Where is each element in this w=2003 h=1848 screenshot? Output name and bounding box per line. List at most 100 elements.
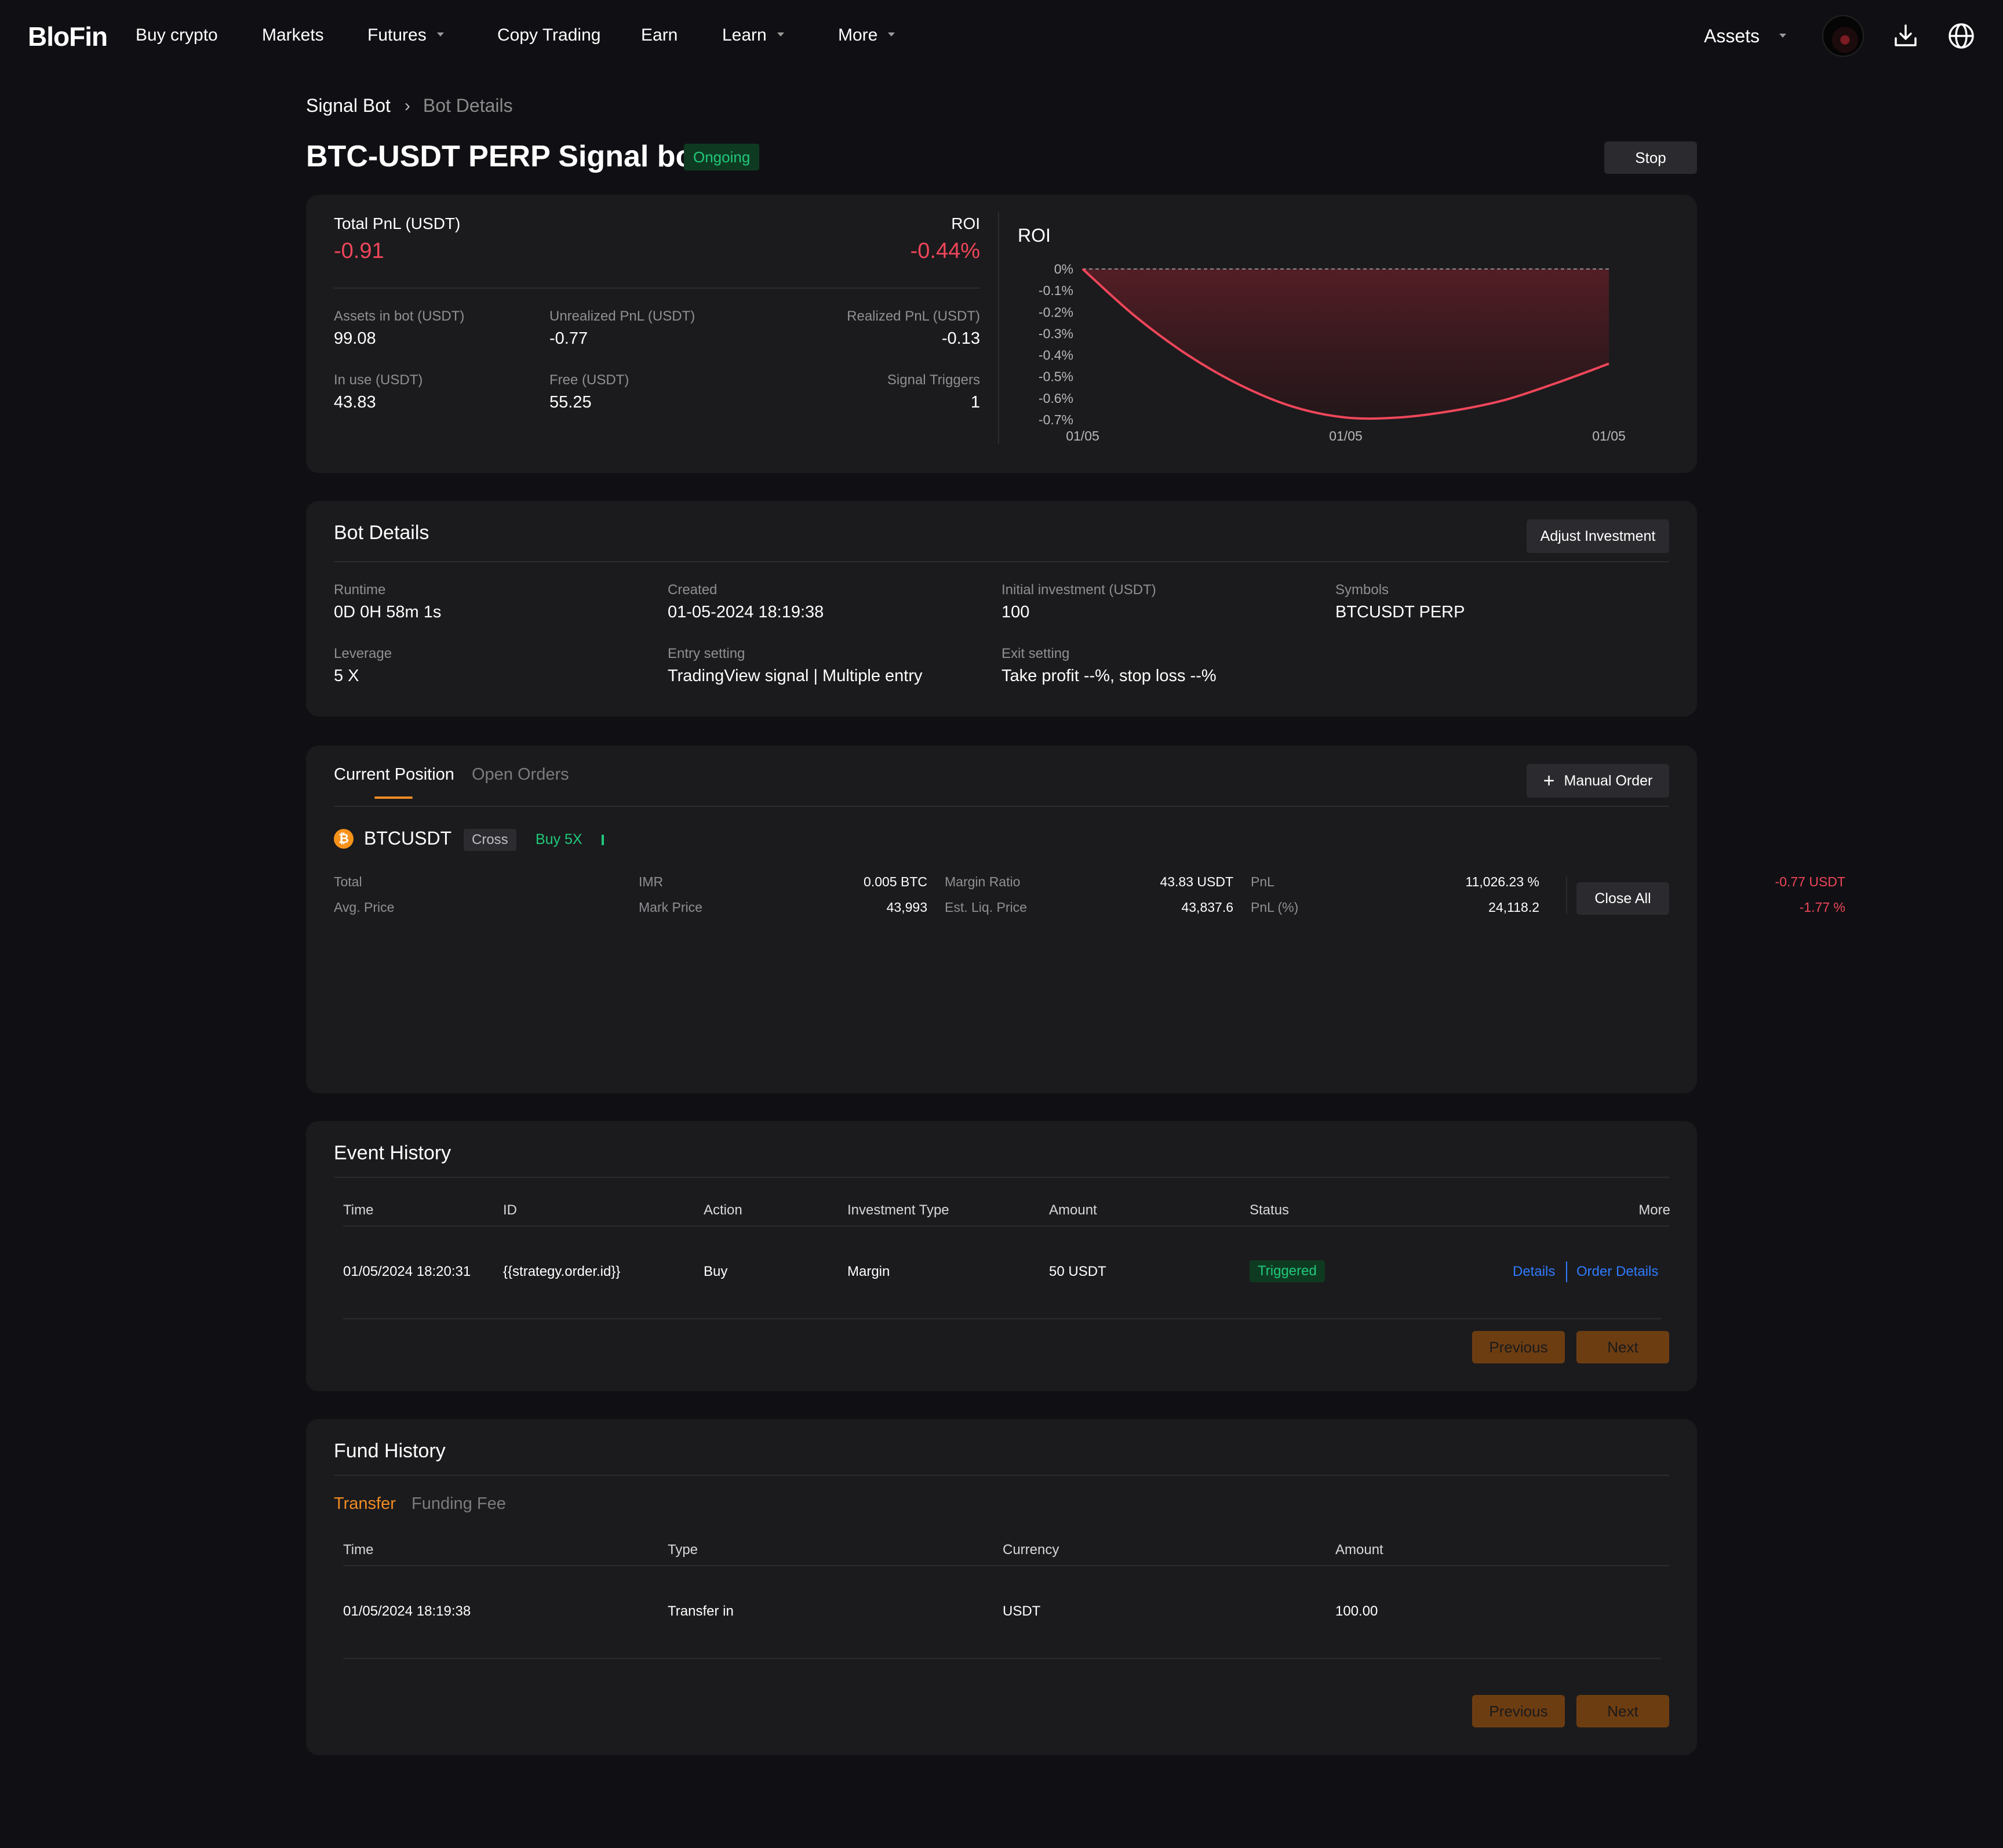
order-details-link[interactable]: Order Details bbox=[1576, 1264, 1659, 1279]
column-header: ID bbox=[503, 1202, 517, 1218]
free-value: 55.25 bbox=[549, 393, 592, 412]
free-label: Free (USDT) bbox=[549, 372, 629, 388]
margin-ratio-value: 11,026.23 % bbox=[1465, 874, 1539, 889]
assets-in-bot-label: Assets in bot (USDT) bbox=[334, 308, 465, 324]
avg-price-value: 43,993 bbox=[886, 900, 927, 915]
y-tick-label: -0.4% bbox=[1039, 348, 1073, 363]
y-tick-label: -0.6% bbox=[1039, 391, 1073, 406]
avg-price-label: Avg. Price bbox=[334, 900, 395, 915]
position-card: Current Position Open Orders + Manual Or… bbox=[306, 745, 1845, 1093]
column-header: Time bbox=[343, 1542, 374, 1558]
plus-icon: + bbox=[1543, 770, 1555, 792]
bot-details-title: Bot Details bbox=[334, 522, 429, 544]
nav-label: Earn bbox=[641, 26, 678, 45]
nav-futures[interactable]: Futures bbox=[367, 26, 444, 45]
event-history-title: Event History bbox=[334, 1142, 451, 1164]
exit-setting-value: Take profit --%, stop loss --% bbox=[1002, 667, 1217, 685]
nav-earn[interactable]: Earn bbox=[641, 26, 678, 45]
cell-action: Buy bbox=[704, 1264, 728, 1279]
divider bbox=[343, 1658, 1661, 1659]
nav-markets[interactable]: Markets bbox=[262, 26, 324, 45]
nav-copy-trading[interactable]: Copy Trading bbox=[497, 26, 600, 45]
cell-currency: USDT bbox=[1003, 1603, 1041, 1619]
divider bbox=[334, 1475, 1669, 1476]
side-indicator bbox=[602, 835, 604, 845]
tab-open-orders[interactable]: Open Orders bbox=[472, 765, 569, 784]
roi-chart-title: ROI bbox=[1018, 225, 1051, 246]
manual-order-button[interactable]: + Manual Order bbox=[1527, 764, 1669, 798]
link-separator bbox=[1566, 1261, 1567, 1282]
column-header: Investment Type bbox=[847, 1202, 949, 1218]
entry-setting-label: Entry setting bbox=[668, 646, 745, 661]
bitcoin-icon: ₿ bbox=[334, 829, 354, 849]
button-label: Previous bbox=[1489, 1702, 1548, 1720]
download-icon[interactable] bbox=[1892, 22, 1920, 50]
pnl-label: PnL bbox=[1251, 874, 1274, 889]
side-tag: Buy 5X bbox=[536, 831, 582, 847]
unrealized-pnl-value: -0.77 bbox=[549, 329, 588, 348]
entry-setting-value: TradingView signal | Multiple entry bbox=[668, 667, 923, 685]
column-header: Status bbox=[1250, 1202, 1290, 1218]
column-header: Amount bbox=[1049, 1202, 1097, 1218]
nav-assets[interactable]: Assets bbox=[1704, 26, 1787, 47]
realized-pnl-value: -0.13 bbox=[941, 329, 980, 348]
total-value: 0.005 BTC bbox=[864, 874, 927, 889]
imr-label: IMR bbox=[639, 874, 664, 889]
divider bbox=[334, 561, 1669, 562]
top-navigation: BloFin Buy crypto Markets Futures Copy T… bbox=[0, 0, 2003, 73]
total-label: Total bbox=[334, 874, 362, 889]
nav-more[interactable]: More bbox=[838, 26, 895, 45]
divider bbox=[1566, 876, 1567, 914]
tab-transfer[interactable]: Transfer bbox=[334, 1494, 396, 1513]
next-page-button[interactable]: Next bbox=[1576, 1331, 1669, 1363]
y-tick-label: -0.3% bbox=[1039, 326, 1073, 341]
stop-button[interactable]: Stop bbox=[1604, 141, 1697, 174]
y-tick-label: 0% bbox=[1054, 261, 1073, 277]
roi-label: ROI bbox=[951, 214, 980, 232]
nav-label: More bbox=[838, 26, 878, 45]
runtime-label: Runtime bbox=[334, 582, 386, 598]
tab-current-position[interactable]: Current Position bbox=[334, 765, 454, 784]
leverage-value: 5 X bbox=[334, 667, 359, 685]
liq-price-label: Est. Liq. Price bbox=[945, 900, 1027, 915]
divider bbox=[343, 1565, 1669, 1566]
blofin-logo[interactable]: BloFin bbox=[28, 21, 108, 52]
x-tick-label: 01/05 bbox=[1066, 428, 1099, 443]
signal-triggers-label: Signal Triggers bbox=[887, 372, 980, 388]
y-tick-label: -0.5% bbox=[1039, 369, 1073, 384]
status-badge: Ongoing bbox=[684, 144, 760, 170]
cell-id: {{strategy.order.id}} bbox=[503, 1264, 621, 1279]
close-all-button[interactable]: Close All bbox=[1576, 882, 1669, 915]
nav-label: Learn bbox=[722, 26, 767, 45]
mark-price-value: 43,837.6 bbox=[1181, 900, 1233, 915]
globe-icon[interactable] bbox=[1947, 22, 1975, 50]
mark-price-label: Mark Price bbox=[639, 900, 702, 915]
nav-buy-crypto[interactable]: Buy crypto bbox=[136, 26, 218, 45]
nav-learn[interactable]: Learn bbox=[722, 26, 784, 45]
avatar[interactable] bbox=[1822, 15, 1864, 57]
details-link[interactable]: Details bbox=[1513, 1264, 1556, 1279]
y-tick-label: -0.7% bbox=[1039, 412, 1073, 427]
x-tick-label: 01/05 bbox=[1592, 428, 1626, 443]
in-use-value: 43.83 bbox=[334, 393, 376, 412]
pnl-percent-value: -1.77 % bbox=[1799, 900, 1845, 915]
adjust-investment-button[interactable]: Adjust Investment bbox=[1527, 519, 1669, 553]
previous-page-button[interactable]: Previous bbox=[1472, 1695, 1565, 1727]
button-label: Close All bbox=[1594, 890, 1651, 907]
y-tick-label: -0.1% bbox=[1039, 283, 1073, 298]
tab-funding-fee[interactable]: Funding Fee bbox=[411, 1494, 506, 1513]
breadcrumb-signal-bot[interactable]: Signal Bot bbox=[306, 95, 391, 116]
bot-details-card: Bot Details Adjust Investment Runtime 0D… bbox=[306, 501, 1697, 716]
next-page-button[interactable]: Next bbox=[1576, 1695, 1669, 1727]
column-header: More bbox=[1638, 1202, 1670, 1218]
chevron-down-icon bbox=[1779, 34, 1787, 38]
divider bbox=[334, 806, 1669, 807]
column-header: Time bbox=[343, 1202, 374, 1218]
previous-page-button[interactable]: Previous bbox=[1472, 1331, 1565, 1363]
chevron-down-icon bbox=[436, 32, 444, 37]
nav-label: Markets bbox=[262, 26, 324, 45]
cell-time: 01/05/2024 18:20:31 bbox=[343, 1264, 471, 1279]
roi-value: -0.44% bbox=[910, 239, 980, 263]
created-value: 01-05-2024 18:19:38 bbox=[668, 603, 824, 621]
imr-value: 43.83 USDT bbox=[1160, 874, 1233, 889]
